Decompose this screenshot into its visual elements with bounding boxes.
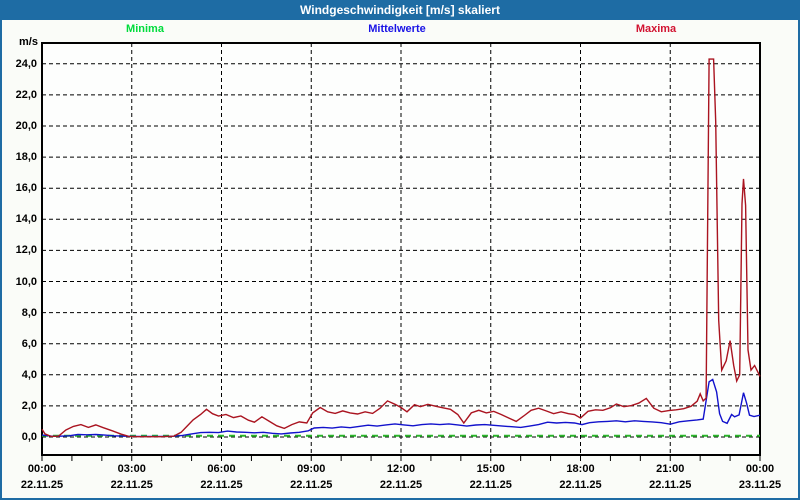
y-tick-label: 4,0: [21, 368, 37, 381]
x-tick-date: 22.11.25: [200, 479, 243, 491]
y-tick-label: 16,0: [15, 182, 37, 195]
x-tick-date: 22.11.25: [469, 479, 512, 491]
x-tick-time: 00:00: [27, 463, 57, 475]
x-tick-time: 03:00: [117, 463, 146, 475]
x-tick-time: 21:00: [656, 463, 685, 475]
y-tick-label: 0,0: [21, 431, 37, 443]
y-tick-label: 14,0: [15, 213, 37, 226]
series-mittelwerte: [41, 378, 761, 438]
x-tick-time: 15:00: [476, 463, 505, 475]
window-title: Windgeschwindigkeit [m/s] skaliert: [300, 3, 500, 17]
y-axis-unit-label: m/s: [19, 36, 38, 48]
y-tick-label: 6,0: [21, 337, 37, 350]
legend-maxima: Maxima: [635, 23, 677, 35]
x-tick-label: 21:00 22.11.25: [649, 463, 691, 492]
y-tick-label: 10,0: [15, 275, 37, 288]
x-tick-label: 06:00 22.11.25: [200, 463, 242, 492]
legend-mittelwerte: Mittelwerte: [368, 23, 426, 35]
x-tick-date: 22.11.25: [559, 479, 602, 491]
y-tick-label: 12,0: [15, 244, 37, 257]
x-tick-date: 22.11.25: [110, 479, 153, 491]
y-tick-label: 20,0: [15, 120, 37, 132]
x-tick-date: 23.11.25: [738, 479, 782, 491]
x-tick-date: 22.11.25: [290, 479, 333, 491]
y-tick-label: 22,0: [15, 88, 37, 101]
x-tick-time: 06:00: [207, 463, 236, 475]
x-tick-label: 12:00 22.11.25: [380, 463, 422, 492]
x-tick-date: 22.11.25: [379, 479, 423, 491]
x-tick-time: 18:00: [566, 463, 595, 475]
x-tick-label: 09:00 22.11.25: [290, 463, 332, 492]
x-tick-time: 09:00: [297, 463, 326, 475]
series-maxima: [41, 58, 761, 438]
x-tick-label: 15:00 22.11.25: [470, 463, 512, 492]
title-bar[interactable]: Windgeschwindigkeit [m/s] skaliert: [0, 0, 800, 20]
x-tick-date: 22.11.25: [20, 479, 64, 491]
y-tick-label: 8,0: [21, 306, 37, 319]
legend: Minima Mittelwerte Maxima: [0, 23, 800, 37]
y-tick-label: 2,0: [21, 399, 37, 412]
legend-minima: Minima: [126, 23, 164, 35]
x-tick-label: 18:00 22.11.25: [559, 463, 601, 492]
x-tick-label: 00:00 22.11.25: [21, 463, 63, 492]
x-tick-time: 00:00: [745, 463, 775, 475]
y-tick-label: 18,0: [15, 151, 37, 164]
y-tick-label: 24,0: [15, 57, 37, 70]
x-tick-date: 22.11.25: [649, 479, 692, 491]
x-tick-time: 12:00: [386, 463, 416, 475]
x-tick-label: 03:00 22.11.25: [111, 463, 153, 492]
x-tick-label: 00:00 23.11.25: [739, 463, 781, 492]
